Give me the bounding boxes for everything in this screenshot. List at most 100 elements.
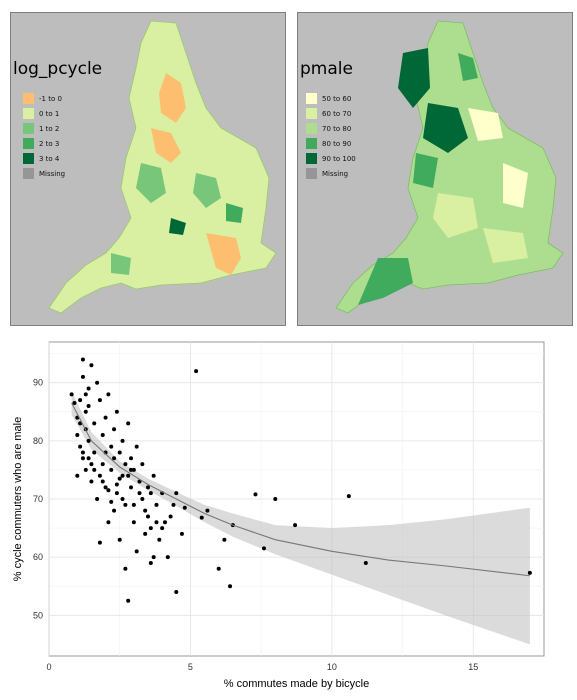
data-point [132,503,136,507]
data-point [149,491,153,495]
data-point [81,375,85,379]
data-point [109,468,113,472]
data-point [194,369,198,373]
data-point [70,392,74,396]
legend-item: 2 to 3 [23,136,65,151]
data-point [135,445,139,449]
data-point [132,520,136,524]
map-panel-pmale: pmale 50 to 60 60 to 70 70 to 80 80 to 9… [297,12,573,326]
data-point [109,445,113,449]
map-legend-left: -1 to 0 0 to 1 1 to 2 2 to 3 3 to 4 Miss… [23,91,65,181]
legend-label: 1 to 2 [39,125,59,133]
data-point [169,514,173,518]
data-point [92,468,96,472]
data-point [126,599,130,603]
data-point [123,567,127,571]
data-point [146,485,150,489]
legend-swatch [23,168,34,179]
data-point [129,468,133,472]
legend-item: 0 to 1 [23,106,65,121]
data-point [98,398,102,402]
data-point [143,509,147,513]
data-point [146,514,150,518]
data-point [273,497,277,501]
legend-item: 80 to 90 [306,136,356,151]
data-point [126,421,130,425]
data-point [89,462,93,466]
data-point [143,532,147,536]
legend-swatch [306,168,317,179]
data-point [152,555,156,559]
data-point [87,387,91,391]
legend-label: 80 to 90 [322,140,351,148]
data-point [347,494,351,498]
data-point [72,401,76,405]
data-point [123,462,127,466]
data-point [253,492,257,496]
map-legend-right: 50 to 60 60 to 70 70 to 80 80 to 90 90 t… [306,91,356,181]
data-point [104,485,108,489]
legend-item: 90 to 100 [306,151,356,166]
legend-swatch [23,108,34,119]
legend-item: Missing [23,166,65,181]
data-point [75,433,79,437]
legend-swatch [306,138,317,149]
data-point [123,503,127,507]
legend-item: -1 to 0 [23,91,65,106]
legend-label: 60 to 70 [322,110,351,118]
data-point [118,538,122,542]
data-point [115,482,119,486]
data-point [140,462,144,466]
data-point [118,450,122,454]
legend-label: 70 to 80 [322,125,351,133]
legend-swatch [306,108,317,119]
data-point [106,392,110,396]
data-point [154,520,158,524]
legend-label: 90 to 100 [322,155,356,163]
legend-swatch [23,138,34,149]
data-point [84,392,88,396]
x-tick-label: 15 [468,662,478,672]
legend-label: Missing [39,170,65,178]
data-point [121,474,125,478]
data-point [217,567,221,571]
data-point [364,561,368,565]
y-tick-label: 80 [33,436,43,446]
data-point [101,433,105,437]
data-point [171,503,175,507]
data-point [92,450,96,454]
data-point [180,532,184,536]
x-axis-label: % commutes made by bicycle [224,678,370,690]
map-panel-log-pcycle: log_pcycle -1 to 0 0 to 1 1 to 2 2 to 3 … [10,12,286,326]
data-point [78,398,82,402]
data-point [118,477,122,481]
data-point [157,538,161,542]
data-point [138,491,142,495]
data-point [183,506,187,510]
y-tick-label: 70 [33,494,43,504]
data-point [163,520,167,524]
data-point [75,474,79,478]
x-tick-label: 0 [46,662,51,672]
legend-label: Missing [322,170,348,178]
legend-swatch [306,123,317,134]
legend-item: 70 to 80 [306,121,356,136]
data-point [126,474,130,478]
legend-item: 50 to 60 [306,91,356,106]
data-point [160,526,164,530]
data-point [89,363,93,367]
data-point [89,480,93,484]
data-point [106,520,110,524]
data-point [129,485,133,489]
data-point [135,549,139,553]
data-point [293,523,297,527]
data-point [87,404,91,408]
data-point [112,456,116,460]
legend-item: Missing [306,166,356,181]
data-point [149,526,153,530]
data-point [84,410,88,414]
data-point [129,456,133,460]
scatter-chart: 0 5 10 155060708090% commutes made by bicyc… [0,336,577,700]
legend-swatch [23,153,34,164]
data-point [95,381,99,385]
